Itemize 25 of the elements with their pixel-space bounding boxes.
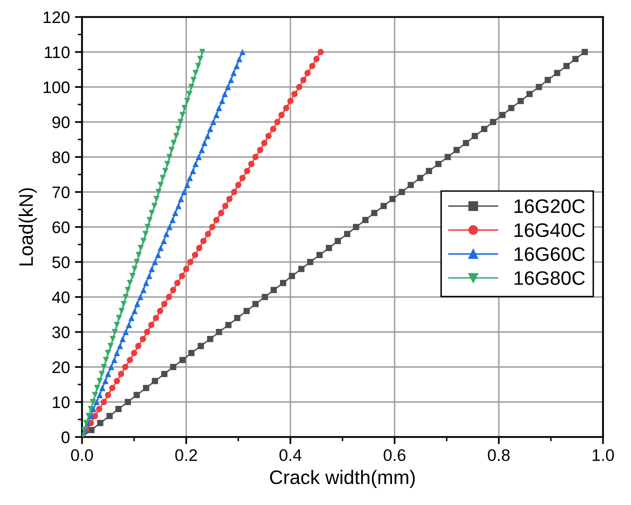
- legend-label: 16G80C: [514, 271, 585, 285]
- y-tick-label: 10: [52, 396, 70, 408]
- y-tick-label: 90: [52, 116, 70, 128]
- y-tick-label: 100: [44, 81, 70, 94]
- x-tick-label: 0.2: [175, 449, 197, 462]
- legend-label: 16G60C: [514, 247, 585, 261]
- legend-label: 16G40C: [514, 223, 585, 238]
- y-tick-label: 20: [52, 361, 70, 374]
- y-tick-label: 70: [52, 186, 70, 198]
- x-tick-label: 0.0: [71, 449, 93, 462]
- legend-label: 16G20C: [514, 199, 585, 214]
- y-tick-label: 120: [44, 11, 70, 24]
- y-tick-label: 50: [52, 256, 70, 268]
- x-tick-label: 0.4: [279, 449, 302, 462]
- x-tick-label: 1.0: [592, 449, 614, 462]
- y-tick-label: 0: [62, 431, 70, 444]
- y-tick-label: 40: [52, 291, 70, 304]
- y-axis-title: Load(kN): [18, 188, 37, 266]
- x-tick-label: 0.8: [488, 449, 510, 462]
- y-tick-label: 110: [44, 46, 70, 58]
- y-tick-label: 30: [52, 326, 70, 338]
- y-tick-label: 60: [52, 221, 70, 234]
- y-tick-label: 80: [52, 151, 70, 164]
- x-tick-label: 0.6: [384, 449, 406, 462]
- x-axis-title: Crack width(mm): [270, 470, 415, 488]
